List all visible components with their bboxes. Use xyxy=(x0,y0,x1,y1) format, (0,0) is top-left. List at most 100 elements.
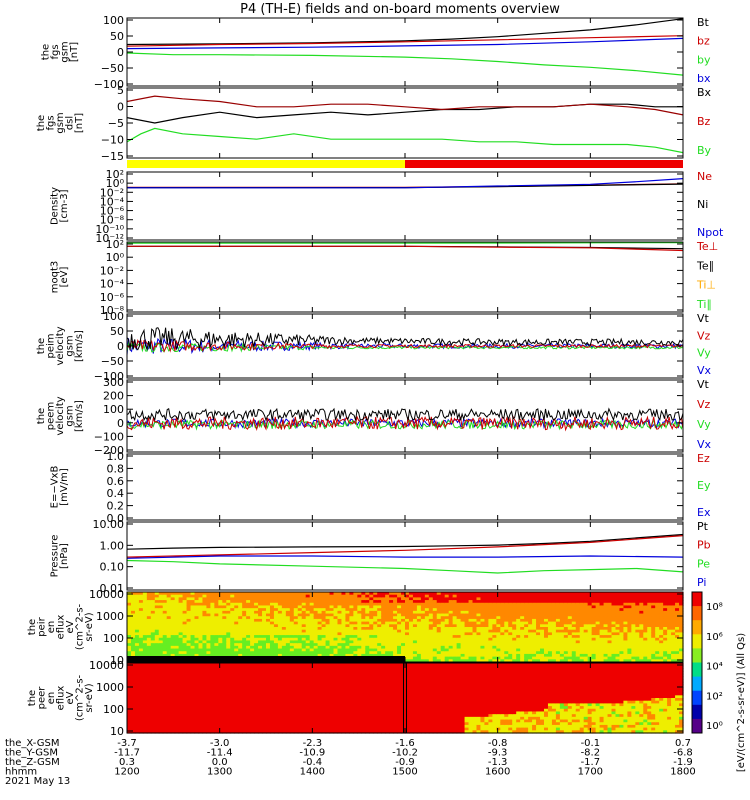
y-axis-label: fgs xyxy=(50,44,61,59)
y-tick-label: 1000 xyxy=(96,610,124,623)
legend-temperature-Te∥: Te∥ xyxy=(696,259,714,272)
legend-peem_velocity-Vy: Vy xyxy=(697,418,711,431)
y-tick-label: 0.8 xyxy=(107,462,125,475)
y-axis-label: Pressure xyxy=(50,535,61,578)
legend-fgs_gsm-Bt: Bt xyxy=(697,16,710,29)
series-fgs_gsm_dsl-Bz xyxy=(126,95,684,116)
y-axis-label: eflux xyxy=(56,686,67,711)
legend-density-Ne: Ne xyxy=(697,170,712,183)
y-tick-label: 5 xyxy=(117,84,124,97)
y-axis-label: sr-eV) xyxy=(84,612,95,641)
y-axis-label: E=−VxB xyxy=(50,466,61,509)
y-axis-label: velocity xyxy=(55,396,66,435)
y-tick-label: 10² xyxy=(106,168,124,181)
y-tick-label: 10.00 xyxy=(93,518,125,531)
y-tick-label: 300 xyxy=(103,376,124,389)
series-fgs_gsm_dsl-By xyxy=(126,127,684,154)
x-tick-label: -9.3 xyxy=(488,748,508,759)
legend-fgs_gsm-bz: bz xyxy=(697,35,710,48)
legend-temperature-Ti∥: Ti∥ xyxy=(696,298,712,311)
y-tick-label: 0.4 xyxy=(107,487,125,500)
legend-peim_velocity-Vt: Vt xyxy=(697,312,710,325)
y-axis-label: [nT] xyxy=(69,42,80,62)
y-tick-label: 0.6 xyxy=(107,475,125,488)
y-tick-label: −10 xyxy=(101,134,124,147)
legend-temperature-Ti⊥: Ti⊥ xyxy=(696,279,716,292)
series-fgs_gsm-bx xyxy=(126,37,684,50)
series-peim_velocity-Vy xyxy=(126,341,684,353)
series-pressure-Pb xyxy=(126,535,684,558)
colorbar-tick-label: 10⁴ xyxy=(706,662,723,673)
legend-fgs_gsm_dsl-Bx: Bx xyxy=(697,86,712,99)
panel-peir_eflux: 10000 1000 100 10 thepeirenefluxeV(cm^2-s-sr… xyxy=(27,588,684,667)
y-tick-label: 50 xyxy=(110,30,124,43)
y-axis-label: (cm^2-s- xyxy=(75,603,86,650)
date-label: 2021 May 13 xyxy=(5,776,70,787)
legend-peem_velocity-Vz: Vz xyxy=(697,398,711,411)
y-tick-label: 10⁻⁶ xyxy=(100,205,125,218)
y-axis-label: peer xyxy=(37,686,48,710)
y-axis-label: peem xyxy=(46,402,57,430)
y-tick-label: 100 xyxy=(103,403,124,416)
y-axis-label: sr-eV) xyxy=(84,683,95,712)
x-tick-label: 1500 xyxy=(392,767,417,778)
y-tick-label: 10⁻⁴ xyxy=(100,195,125,208)
y-tick-label: 10 xyxy=(110,725,124,738)
x-tick-label: 1800 xyxy=(670,767,695,778)
x-row-name: the_Z-GSM xyxy=(5,757,60,768)
y-tick-label: 50 xyxy=(110,325,124,338)
y-axis-label: gsm xyxy=(55,112,66,133)
y-axis-label: the xyxy=(36,408,47,424)
series-peim_velocity-Vz xyxy=(126,339,684,353)
y-tick-label: 0.10 xyxy=(100,561,125,574)
y-axis-label: velocity xyxy=(55,326,66,365)
legend-efield-Ez: Ez xyxy=(697,452,710,465)
y-axis-label: the xyxy=(36,338,47,354)
y-tick-label: 10⁻⁸ xyxy=(100,214,125,227)
x-tick-label: -0.8 xyxy=(488,738,508,749)
series-pressure-Pe xyxy=(126,559,684,574)
x-tick-label: -3.0 xyxy=(210,738,230,749)
y-axis-label: [eV] xyxy=(59,267,70,288)
x-tick-label: 0.3 xyxy=(119,757,135,768)
y-tick-label: 0.2 xyxy=(107,500,125,513)
y-tick-label: −50 xyxy=(101,62,124,75)
y-axis-label: gsm xyxy=(65,405,76,426)
x-tick-label: 1700 xyxy=(578,767,603,778)
colorbar-tick-label: 10⁶ xyxy=(706,632,723,643)
y-tick-label: 0 xyxy=(117,340,124,353)
y-tick-label: −50 xyxy=(101,355,124,368)
y-tick-label: 10000 xyxy=(89,588,124,601)
y-tick-label: −15 xyxy=(101,150,124,163)
quality-bar-segment-1 xyxy=(405,160,683,168)
y-tick-label: 1.0 xyxy=(107,450,125,463)
colorbar: 10⁸ 10⁶ 10⁴ 10² 10⁰ [eV/(cm^2-s-sr-eV)] (All … xyxy=(691,591,747,772)
x-tick-label: -0.4 xyxy=(303,757,323,768)
x-tick-label: -11.7 xyxy=(114,748,140,759)
y-tick-label: 10⁻² xyxy=(100,264,124,277)
frame-fgs_gsm_dsl xyxy=(126,87,684,159)
y-axis-label: eflux xyxy=(56,615,67,640)
x-tick-label: -1.7 xyxy=(581,757,601,768)
series-pressure-Pt xyxy=(126,533,684,550)
legend-pressure-Pe: Pe xyxy=(697,557,710,570)
y-tick-label: 0.0 xyxy=(107,512,125,525)
y-axis-label: moqt3 xyxy=(50,261,61,294)
spectrogram-peir_eflux xyxy=(127,592,684,663)
series-pressure-Pi xyxy=(126,555,684,559)
y-tick-label: −100 xyxy=(94,370,124,383)
series-peem_velocity-Vt xyxy=(126,407,684,422)
y-tick-label: 10⁻⁴ xyxy=(100,278,125,291)
y-axis-label: en xyxy=(46,692,57,705)
y-tick-label: 10² xyxy=(106,238,124,251)
legend-temperature-Te⊥: Te⊥ xyxy=(696,240,718,253)
legend-fgs_gsm-bx: bx xyxy=(697,72,711,85)
y-tick-label: 10⁻¹⁰ xyxy=(95,223,124,236)
y-tick-label: 100 xyxy=(103,632,124,645)
y-axis-label: en xyxy=(46,621,57,634)
y-tick-label: 1000 xyxy=(96,681,124,694)
y-tick-label: 10 xyxy=(110,654,124,667)
